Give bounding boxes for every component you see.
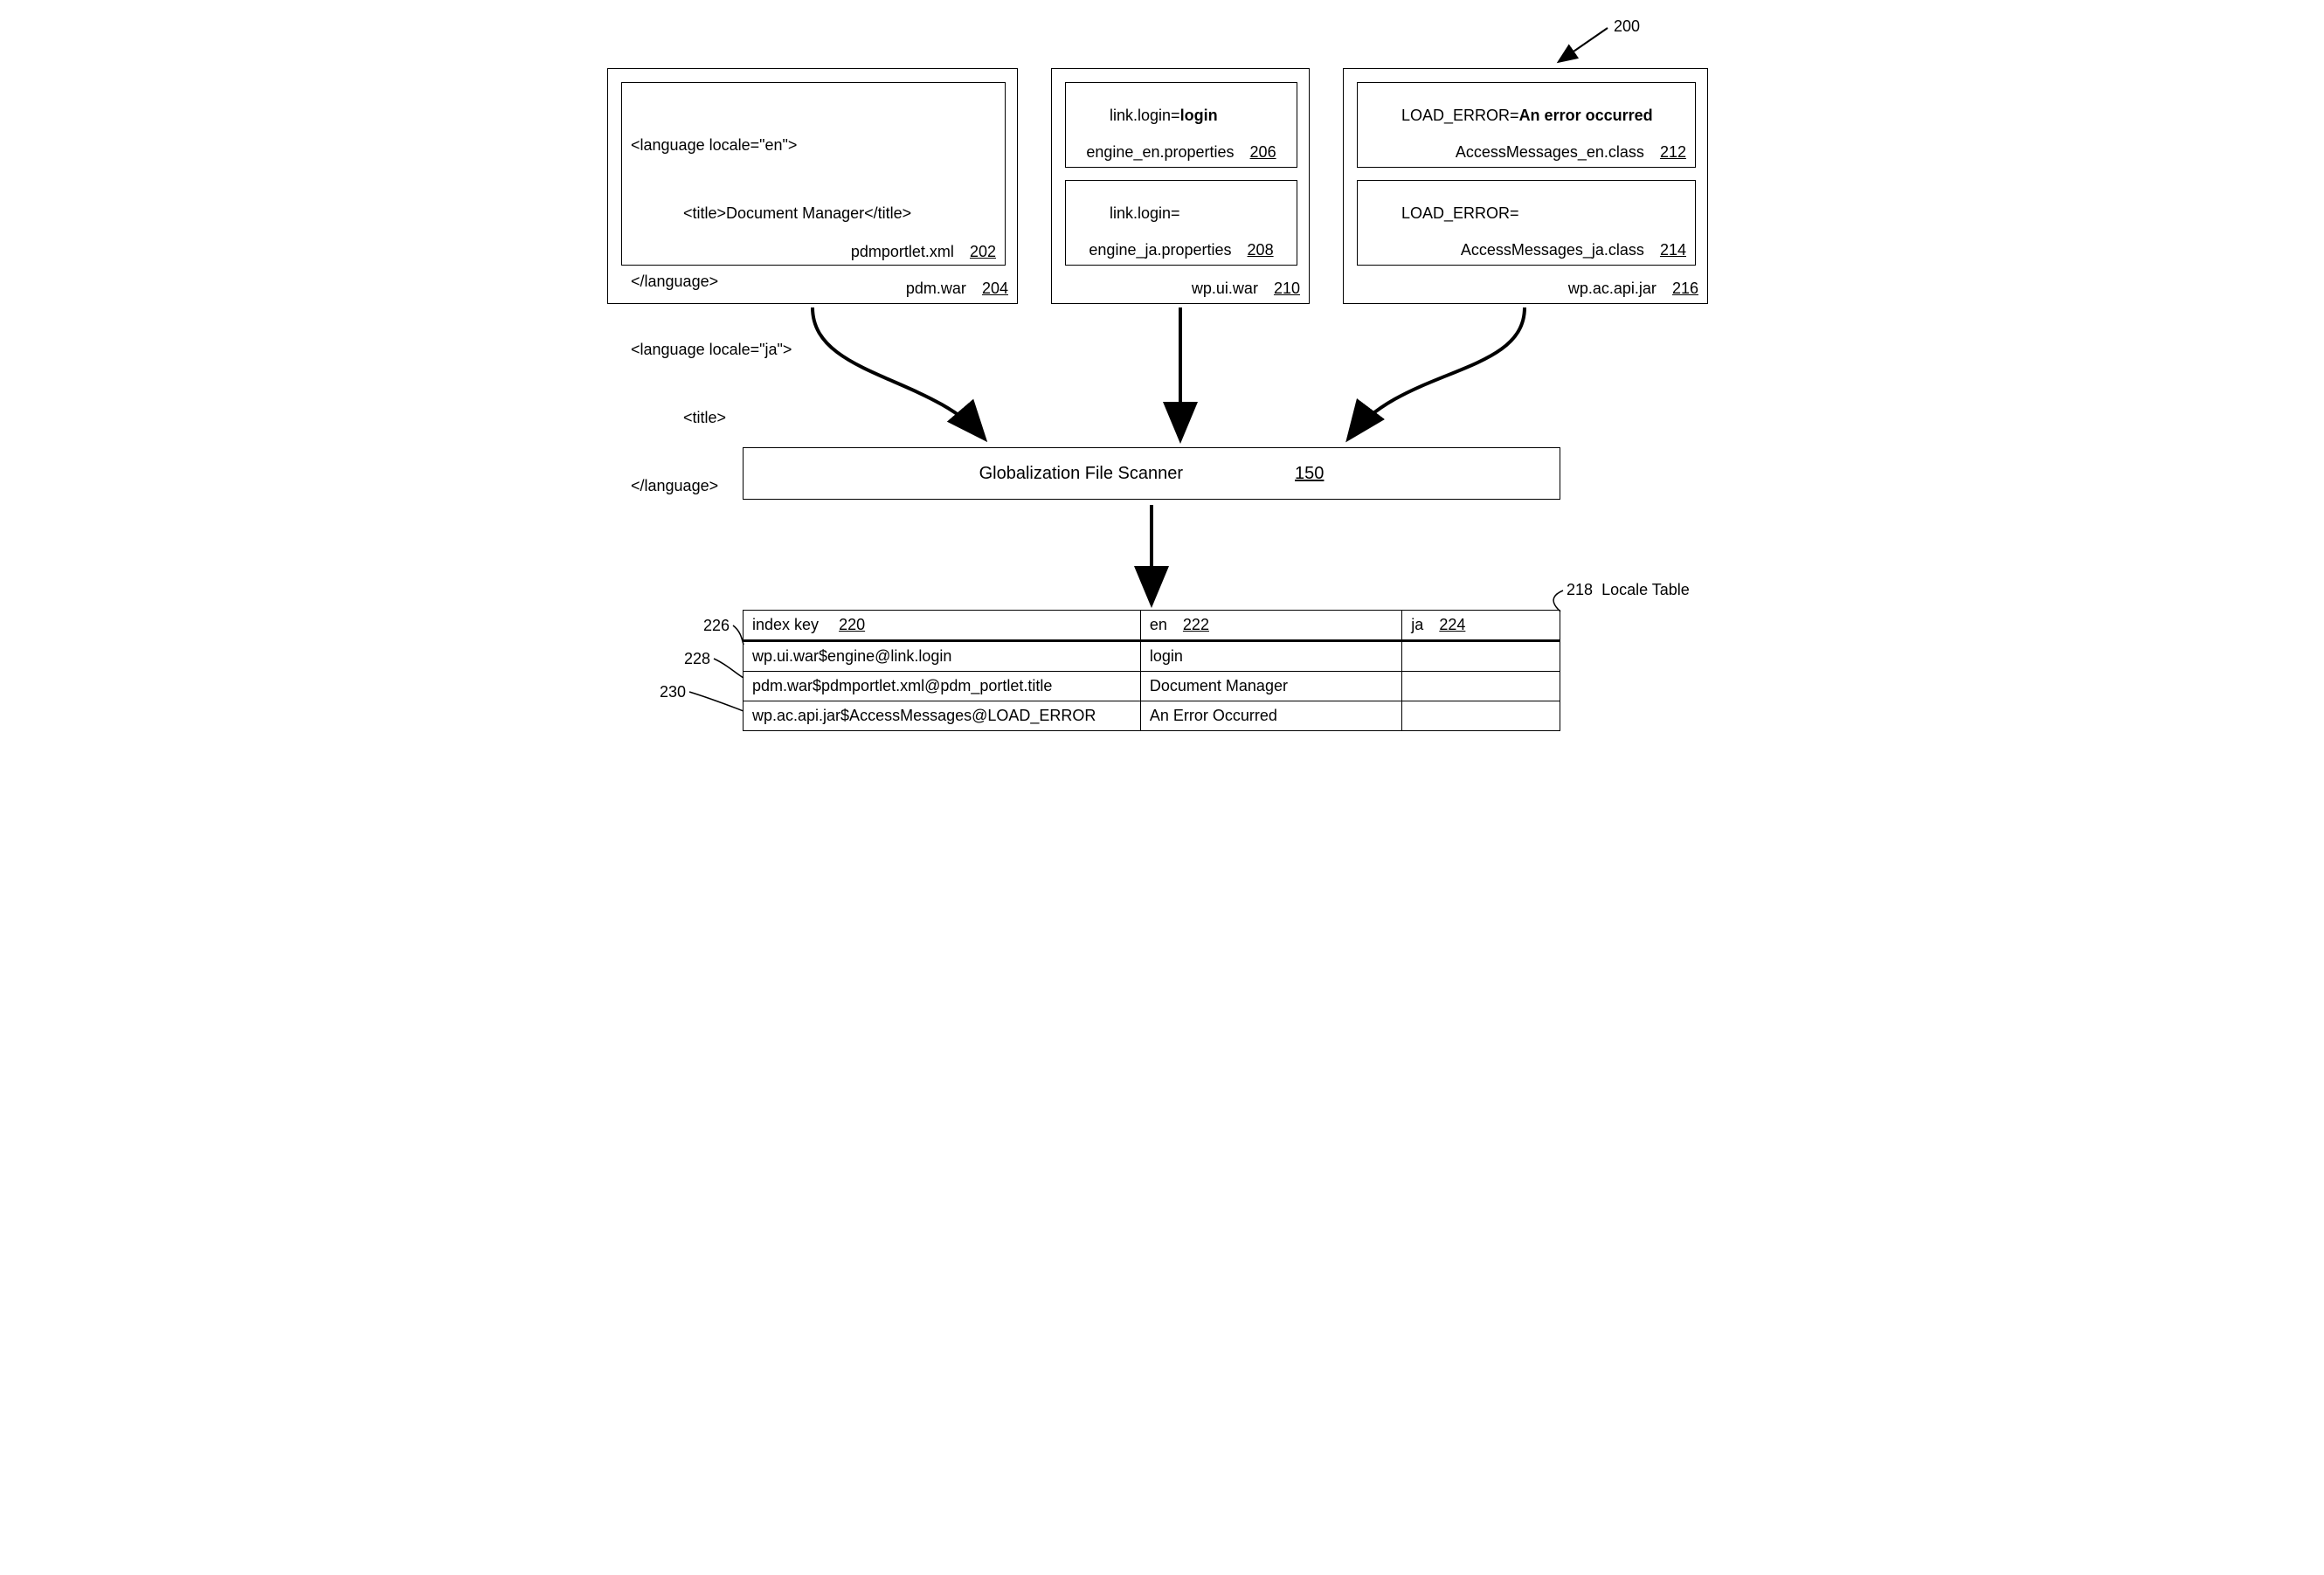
prop-line: LOAD_ERROR=An error occurred [1366, 88, 1686, 143]
table-row: pdm.war$pdmportlet.xml@pdm_portlet.title… [744, 672, 1560, 701]
box-pdm-war: <language locale="en"> <title>Document M… [607, 68, 1018, 304]
table-header-row: index key 220 en 222 ja 224 [744, 611, 1560, 641]
table-title-ref: 218 Locale Table [1567, 581, 1690, 599]
row-ref: 230 [660, 683, 686, 701]
code-line: <title> [631, 406, 996, 429]
box-accessmessages-ja: LOAD_ERROR= AccessMessages_ja.class 214 [1357, 180, 1696, 266]
code-line: <language locale="en"> [631, 134, 996, 156]
code-line: <language locale="ja"> [631, 338, 996, 361]
code-line: <title>Document Manager</title> [631, 202, 996, 225]
box-engine-ja: link.login= engine_ja.properties 208 [1065, 180, 1297, 266]
scanner-label: Globalization File Scanner [979, 464, 1183, 484]
prop-line: link.login=login [1075, 88, 1288, 143]
prop-line: LOAD_ERROR= [1366, 186, 1686, 241]
row-ref: 226 [703, 617, 730, 635]
inner-label: AccessMessages_en.class 212 [1456, 143, 1686, 162]
box-wp-ac-api-jar: LOAD_ERROR=An error occurred AccessMessa… [1343, 68, 1708, 304]
prop-line: link.login= [1075, 186, 1288, 241]
locale-table: index key 220 en 222 ja 224 wp.ui.war$en… [743, 610, 1560, 731]
table-row: wp.ac.api.jar$AccessMessages@LOAD_ERROR … [744, 701, 1560, 731]
figure-ref: 200 [1614, 17, 1640, 36]
scanner-box: Globalization File Scanner 150 [743, 447, 1560, 500]
outer-label: wp.ui.war 210 [1192, 280, 1300, 298]
table-row: wp.ui.war$engine@link.login login [744, 641, 1560, 672]
row-ref: 228 [684, 650, 710, 668]
inner-label: AccessMessages_ja.class 214 [1461, 241, 1686, 259]
box-engine-en: link.login=login engine_en.properties 20… [1065, 82, 1297, 168]
outer-label: wp.ac.api.jar 216 [1568, 280, 1698, 298]
inner-label: engine_en.properties 206 [1075, 143, 1288, 162]
box-pdmportlet-xml: <language locale="en"> <title>Document M… [621, 82, 1006, 266]
inner-label: engine_ja.properties 208 [1075, 241, 1288, 259]
box-wp-ui-war: link.login=login engine_en.properties 20… [1051, 68, 1310, 304]
box-accessmessages-en: LOAD_ERROR=An error occurred AccessMessa… [1357, 82, 1696, 168]
diagram-canvas: 200 <language locale="en"> <title>Docume… [581, 0, 1743, 788]
inner-label: pdmportlet.xml 202 [851, 243, 996, 261]
scanner-ref: 150 [1295, 464, 1324, 484]
outer-label: pdm.war 204 [906, 280, 1008, 298]
